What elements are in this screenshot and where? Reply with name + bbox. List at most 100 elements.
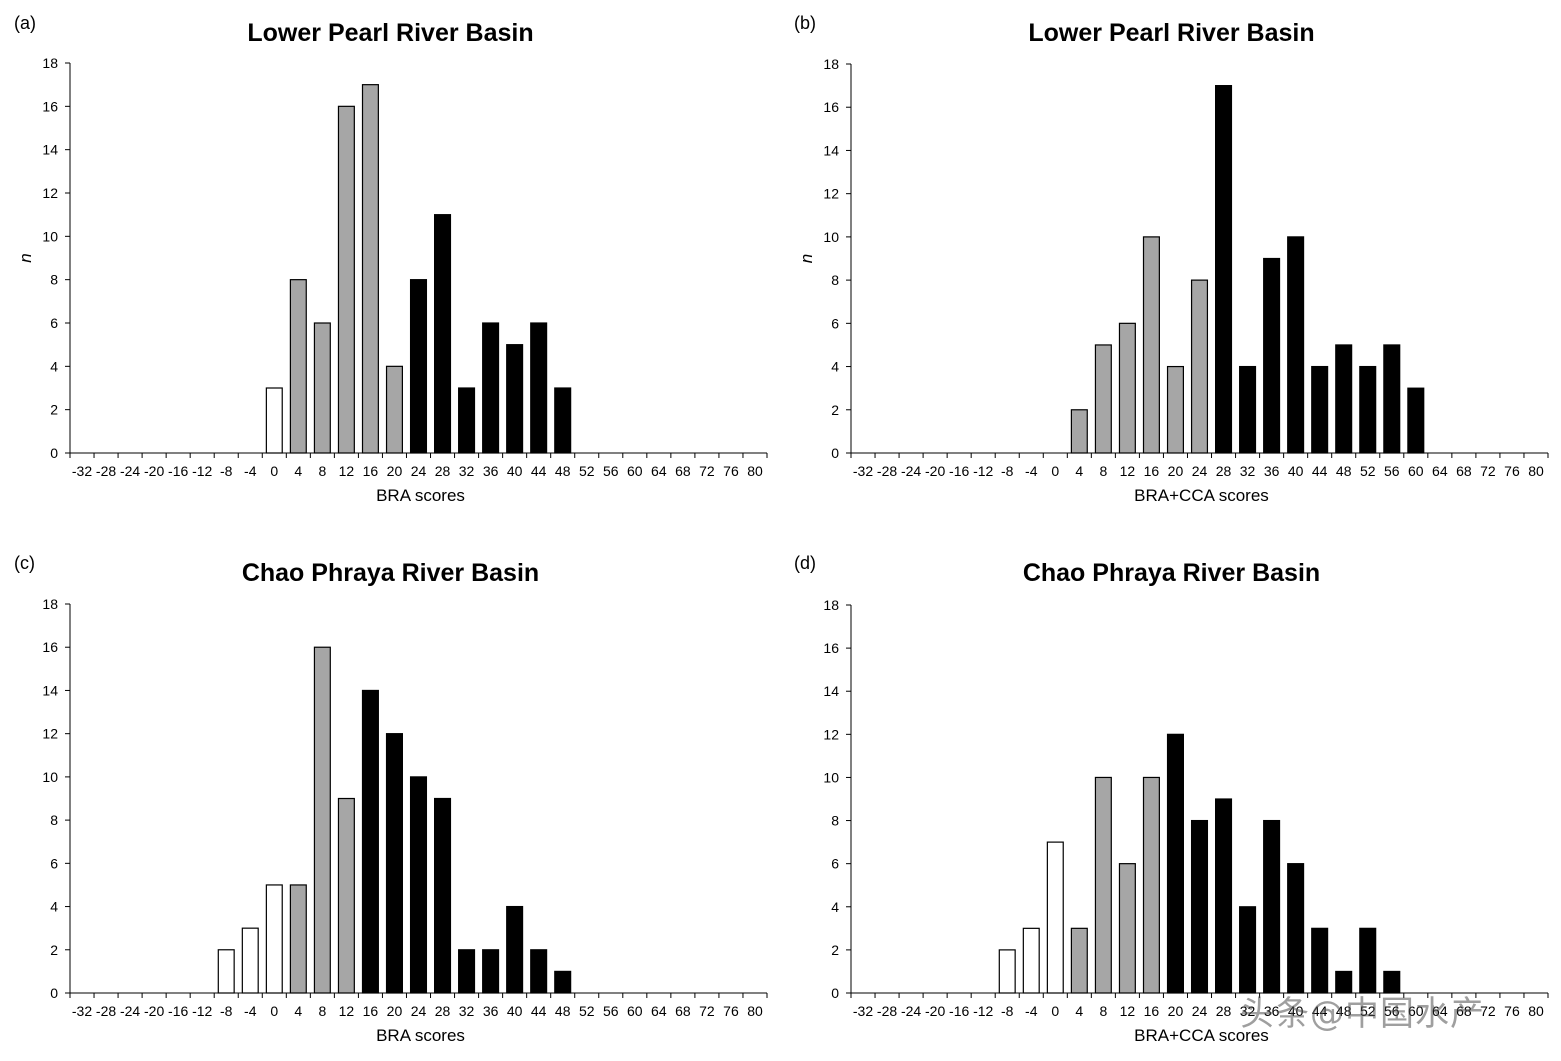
x-tick-label: -20 [925, 463, 945, 479]
chart-panel-c: (c) Chao Phraya River Basin 0 2 4 6 8 10 12 14 16 1… [0, 540, 780, 1061]
bar-16 [361, 689, 379, 994]
x-tick-label: 64 [651, 463, 667, 479]
chart-panel-b: (b) Lower Pearl River Basin 0 2 4 6 8 10 12 14 16 1… [780, 0, 1561, 520]
x-tick-label: 12 [1120, 1003, 1136, 1019]
y-tick-label: 16 [42, 98, 58, 114]
y-tick-label: 14 [823, 683, 839, 699]
bar-16 [1142, 776, 1160, 994]
bar-28 [434, 797, 452, 994]
y-tick-label: 18 [42, 55, 58, 71]
y-tick-label: 8 [50, 272, 58, 288]
chart-a-svg: (a) Lower Pearl River Basin02468101214161… [14, 13, 768, 505]
x-tick-label: 52 [579, 1003, 595, 1019]
bar--4 [241, 927, 259, 994]
x-tick-label: 44 [531, 1003, 547, 1019]
bar-16 [1142, 236, 1160, 454]
x-tick-label: -16 [168, 1003, 188, 1019]
x-axis-label: BRA scores [376, 486, 465, 505]
x-axis-label: BRA scores [376, 1026, 465, 1045]
x-tick-label: 24 [411, 463, 427, 479]
chart-d-svg: (d) Chao Phraya River Basin02468101214161… [794, 553, 1549, 1045]
bar-36 [1263, 819, 1281, 994]
x-tick-label: -24 [901, 463, 921, 479]
chart-title: Chao Phraya River Basin [242, 559, 539, 587]
y-tick-label: 2 [50, 402, 58, 418]
bar-44 [1311, 927, 1329, 994]
x-tick-label: -28 [877, 1003, 897, 1019]
y-tick-label: 12 [42, 185, 58, 201]
x-tick-label: -4 [244, 1003, 257, 1019]
y-tick-label: 0 [831, 985, 839, 1001]
x-tick-label: 60 [627, 1003, 643, 1019]
x-tick-label: 16 [363, 1003, 379, 1019]
x-tick-label: -12 [973, 1003, 993, 1019]
x-tick-label: 16 [1144, 1003, 1160, 1019]
y-tick-label: 0 [50, 445, 58, 461]
bar-0 [1046, 841, 1064, 994]
x-tick-label: 80 [747, 463, 763, 479]
x-tick-label: -24 [120, 463, 140, 479]
x-tick-label: 44 [1312, 1003, 1328, 1019]
x-tick-label: 64 [1432, 1003, 1448, 1019]
panel-label: (c) [14, 553, 35, 573]
bar-40 [506, 905, 524, 994]
x-tick-label: 72 [699, 1003, 715, 1019]
x-tick-label: 4 [1075, 1003, 1083, 1019]
bar-32 [458, 949, 476, 994]
bar-12 [337, 105, 355, 454]
x-tick-label: 12 [1120, 463, 1136, 479]
x-tick-label: -20 [144, 1003, 164, 1019]
x-tick-label: -20 [144, 463, 164, 479]
x-tick-label: -8 [1001, 1003, 1014, 1019]
bar-8 [1094, 344, 1112, 454]
x-tick-label: 72 [1480, 463, 1496, 479]
y-tick-label: 6 [831, 856, 839, 872]
x-tick-label: 8 [318, 463, 326, 479]
x-tick-label: 60 [1408, 1003, 1424, 1019]
x-tick-label: 20 [1168, 463, 1184, 479]
bar-48 [1335, 970, 1353, 994]
bar--8 [217, 949, 235, 994]
y-axis-label: n [797, 254, 816, 263]
x-tick-label: 12 [339, 463, 355, 479]
x-tick-label: 60 [627, 463, 643, 479]
y-axis-label: n [16, 253, 35, 262]
x-tick-label: 56 [603, 463, 619, 479]
y-tick-label: 16 [42, 639, 58, 655]
x-tick-label: -4 [1025, 1003, 1038, 1019]
x-tick-label: 48 [1336, 1003, 1352, 1019]
x-tick-label: 36 [483, 463, 499, 479]
bar-28 [1215, 85, 1233, 454]
x-tick-label: 68 [675, 1003, 691, 1019]
x-tick-label: 0 [1051, 463, 1059, 479]
y-tick-label: 10 [42, 228, 58, 244]
x-tick-label: 8 [1099, 1003, 1107, 1019]
bar-36 [482, 949, 500, 994]
x-tick-label: 24 [1192, 1003, 1208, 1019]
bar-12 [1118, 863, 1136, 994]
bar--8 [998, 949, 1016, 994]
panel-label: (d) [794, 553, 816, 573]
y-tick-label: 14 [42, 142, 58, 158]
x-tick-label: -12 [192, 1003, 212, 1019]
x-tick-label: -28 [96, 463, 116, 479]
y-tick-label: 18 [42, 596, 58, 612]
bar-48 [554, 970, 572, 994]
x-tick-label: 76 [1504, 1003, 1520, 1019]
y-tick-label: 12 [823, 726, 839, 742]
bar-40 [1287, 236, 1305, 454]
x-tick-label: 4 [294, 463, 302, 479]
x-axis-label: BRA+CCA scores [1134, 1026, 1269, 1045]
y-tick-label: 18 [823, 597, 839, 613]
bar-60 [1407, 387, 1425, 454]
x-tick-label: 68 [675, 463, 691, 479]
x-tick-label: 8 [318, 1003, 326, 1019]
x-tick-label: 8 [1099, 463, 1107, 479]
x-tick-label: 52 [579, 463, 595, 479]
chart-panel-a: (a) Lower Pearl River Basin 0 2 4 6 8 10 12 14 16 1… [0, 0, 780, 520]
x-tick-label: 0 [270, 1003, 278, 1019]
bar-36 [1263, 257, 1281, 454]
x-tick-label: 16 [363, 463, 379, 479]
x-tick-label: -16 [949, 1003, 969, 1019]
x-tick-label: 76 [723, 463, 739, 479]
